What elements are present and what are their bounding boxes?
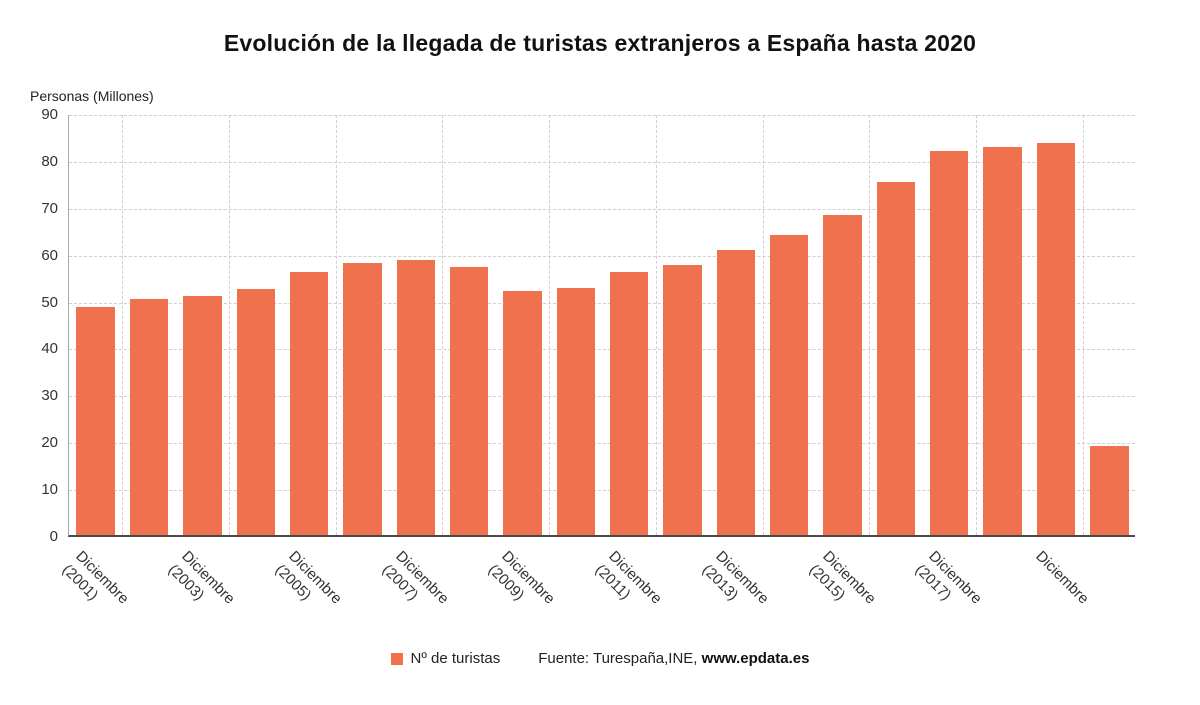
vertical-gridline [975,115,977,535]
y-tick-label: 70 [41,199,58,217]
horizontal-gridline [69,396,1135,398]
horizontal-gridline [69,255,1135,257]
bar-2005[interactable] [289,272,329,535]
bar-2015[interactable] [823,215,862,535]
x-tick-label: Diciembre (2013) [698,547,772,608]
legend-swatch-icon [390,652,403,665]
bar-2006[interactable] [343,263,382,535]
x-tick-label: Diciembre (2011) [592,547,666,608]
vertical-gridline [442,115,444,535]
x-axis-tick-labels: Diciembre (2001) Diciembre (2003) Diciembre(… [59,543,1135,663]
y-tick-label: 50 [41,293,58,311]
y-tick-label: 90 [41,106,58,123]
x-tick-anchor: Diciembre [1032,547,1113,608]
bar-2019[interactable] [1036,143,1076,535]
bar-2008[interactable] [449,266,489,535]
vertical-gridline [655,115,657,535]
vertical-gridline [762,115,764,535]
vertical-gridline [869,115,871,535]
horizontal-gridline [69,208,1135,210]
x-tick-anchor: Diciembre (2015) [805,547,900,608]
bar-2012[interactable] [663,264,702,535]
bar-2007[interactable] [396,260,435,535]
x-tick-anchor: Diciembre (2011) [592,547,686,608]
legend-item-tourists[interactable]: Nº de turistas [390,650,501,667]
y-tick-label: 30 [41,387,58,405]
x-tick-label: Diciembre [1032,547,1093,608]
x-tick-anchor: Diciembre (2001) [59,547,153,608]
bar-2002[interactable] [129,299,169,535]
bar-2004[interactable] [236,288,275,535]
bar-2011[interactable] [609,271,649,535]
chart-title: Evolución de la llegada de turistas extr… [223,30,977,56]
bar-2014[interactable] [770,235,809,535]
legend-row: Nº de turistas Fuente: Turespaña,INE, ww… [0,650,1200,667]
x-tick-label: Diciembre (2003) [165,547,239,608]
x-tick-label: Diciembre (2017) [912,547,986,608]
x-tick-label: Diciembre (2005) [271,547,346,608]
vertical-gridline [122,115,124,535]
x-tick-anchor: Diciembre (2007) [379,547,473,608]
x-tick-label: Diciembre (2015) [805,547,879,608]
horizontal-gridline [69,161,1135,163]
y-tick-label: 0 [49,528,58,545]
x-tick-label: Diciembre (2007) [378,547,452,608]
y-tick-label: 10 [41,481,58,499]
source-text: Fuente: Turespaña,INE, www.epdata.es [538,650,809,667]
legend-label: Nº de turistas [410,650,501,667]
y-axis-title: Personas (Millones) [30,88,154,104]
bar-2001[interactable] [76,307,115,535]
x-tick-label: Diciembre (2001) [58,547,132,608]
horizontal-gridline [69,490,1135,492]
x-tick-anchor: Diciembre (2003) [165,547,259,608]
x-tick-anchor: Diciembre (2017) [912,547,1006,608]
bar-2010[interactable] [556,287,596,535]
x-tick-anchor: Diciembre (2009) [485,547,579,608]
vertical-gridline [335,115,337,535]
source-prefix: Fuente: Turespaña,INE, [538,650,698,667]
bar-2016[interactable] [876,181,916,535]
y-tick-label: 80 [41,152,58,170]
source-site-link[interactable]: www.epdata.es [701,650,810,667]
plot-area [68,115,1135,537]
horizontal-gridline [69,115,1135,116]
vertical-gridline [229,115,231,535]
horizontal-gridline [69,349,1135,351]
bar-2009[interactable] [503,290,542,535]
bar-2013[interactable] [716,250,756,535]
x-tick-label: Diciembre (2009) [485,547,559,608]
x-tick-anchor: Diciembre (2005) [272,547,366,608]
y-axis-tick-labels: 0 10 20 30 40 50 60 70 80 90 [0,106,60,555]
bar-2017[interactable] [930,150,969,535]
horizontal-gridline [69,443,1135,445]
bar-2020[interactable] [1090,445,1129,535]
bar-2018[interactable] [983,146,1022,535]
x-tick-anchor: Diciembre (2013) [699,547,793,608]
y-tick-label: 40 [41,340,58,358]
vertical-gridline [1082,115,1084,535]
bar-2003[interactable] [183,295,222,535]
y-tick-label: 20 [41,434,58,452]
vertical-gridline [549,115,551,535]
horizontal-gridline [69,302,1135,304]
y-tick-label: 60 [41,246,58,264]
